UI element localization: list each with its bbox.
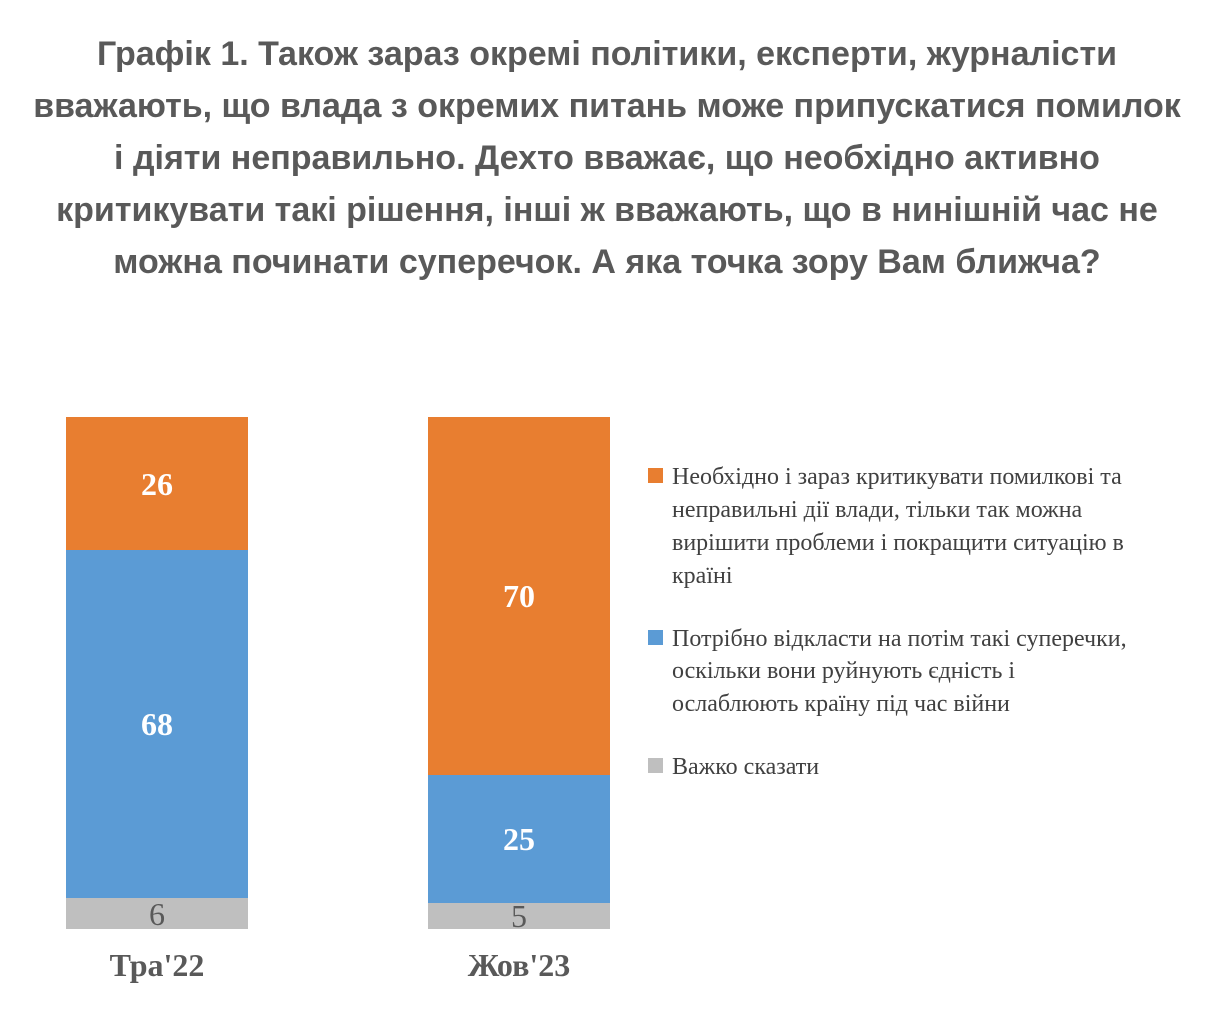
legend-item-hard-to-say: Важко сказати	[648, 751, 1128, 784]
bar-value-label: 25	[503, 821, 535, 858]
bar-stack-may22: 26 68 6	[66, 417, 248, 932]
bar-value-label: 5	[511, 898, 527, 935]
bar-value-label: 70	[503, 578, 535, 615]
blue-square-icon	[648, 629, 663, 645]
bar-segment: 5	[428, 898, 610, 935]
bar-column-oct23: 70 25 5 Жов'23	[428, 417, 610, 984]
bar-segment: 6	[66, 895, 248, 932]
bar-value-label: 6	[149, 895, 165, 932]
bar-stack-oct23: 70 25 5	[428, 417, 610, 935]
bar-segment: 68	[66, 550, 248, 899]
bar-segment: 25	[428, 775, 610, 904]
legend-label-postpone-disputes: Потрібно відкласти на потім такі супереч…	[672, 625, 1127, 718]
plot-area: 26 68 6 Тра'22 70 25 5 Жов'23	[66, 417, 610, 984]
bar-value-label: 26	[141, 465, 173, 502]
bar-segment: 70	[428, 417, 610, 776]
chart-title: Графік 1. Також зараз окремі політики, е…	[33, 35, 1181, 282]
category-label-may22: Тра'22	[109, 947, 205, 983]
legend-label-hard-to-say: Важко сказати	[672, 754, 820, 781]
category-label-oct23: Жов'23	[467, 947, 571, 983]
orange-square-icon	[648, 468, 663, 483]
legend-item-criticize-now: Необхідно і зараз критикувати помилкові …	[648, 461, 1128, 593]
bar-segment: 26	[66, 417, 248, 551]
legend-item-postpone-disputes: Потрібно відкласти на потім такі супереч…	[648, 623, 1128, 722]
legend: Необхідно і зараз критикувати помилкові …	[648, 461, 1128, 784]
legend-label-criticize-now: Необхідно і зараз критикувати помилкові …	[672, 464, 1124, 589]
bar-column-may22: 26 68 6 Тра'22	[66, 417, 248, 984]
bar-value-label: 68	[141, 706, 173, 743]
gray-square-icon	[648, 758, 663, 774]
